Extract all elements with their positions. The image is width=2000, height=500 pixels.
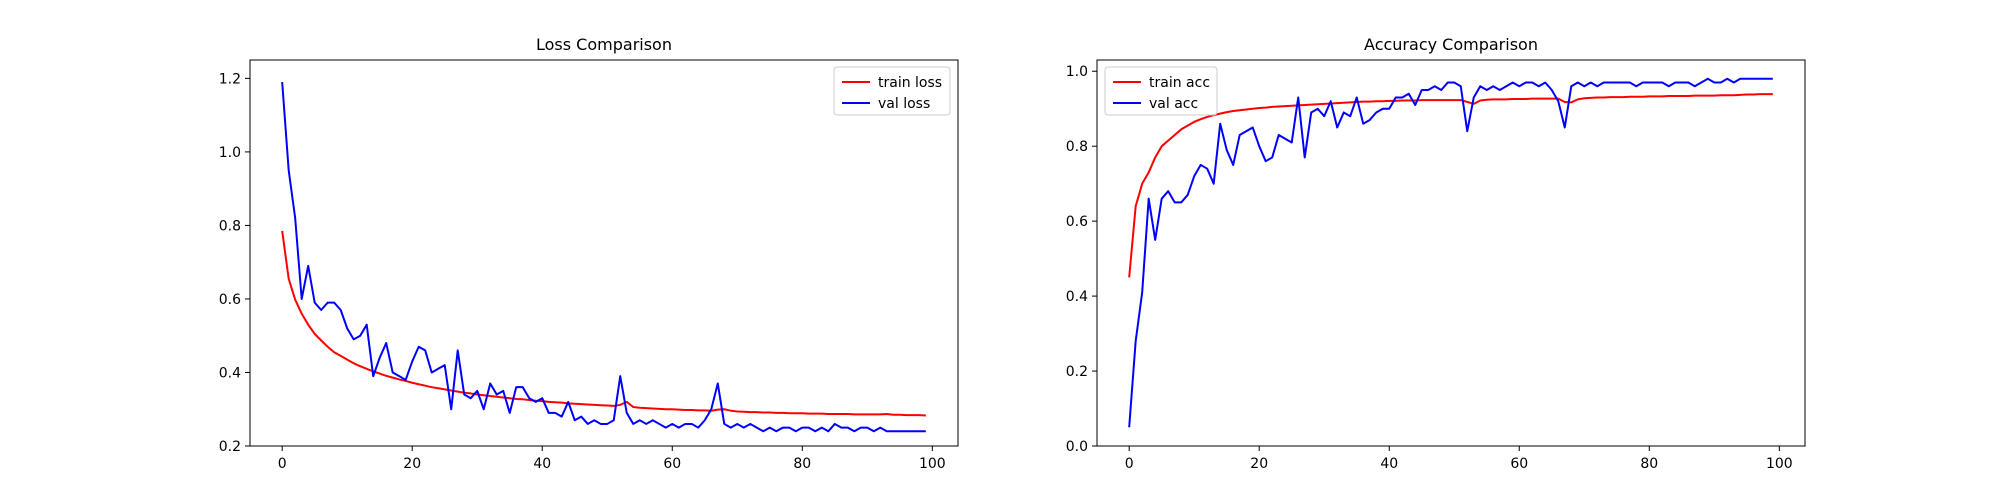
legend: train loss val loss: [833, 66, 951, 116]
chart-title: Accuracy Comparison: [1364, 35, 1538, 54]
legend-label-1: val acc: [1149, 96, 1198, 112]
x-tick-label: 80: [793, 456, 811, 472]
series-line-0: [1128, 93, 1773, 278]
x-tick-label: 0: [278, 456, 287, 472]
plot-frame: [1096, 59, 1806, 447]
y-tick-label: 1.0: [219, 145, 241, 161]
legend-label-1: val loss: [878, 96, 930, 112]
chart-0: 0 20 40 60 80 100 0.2 0.4 0.6 0.8 1.0 1.2 Loss Compa…: [219, 35, 959, 472]
legend-label-0: train loss: [878, 75, 942, 91]
series-line-0: [281, 230, 926, 417]
x-tick-label: 40: [1380, 456, 1398, 472]
x-tick-label: 60: [1510, 456, 1528, 472]
x-tick-label: 0: [1125, 456, 1134, 472]
legend: train acc val acc: [1104, 66, 1218, 116]
y-tick-label: 0.2: [219, 439, 241, 455]
x-tick-label: 80: [1640, 456, 1658, 472]
y-tick-label: 0.2: [1066, 364, 1088, 380]
y-tick-label: 0.6: [1066, 214, 1088, 230]
legend-label-0: train acc: [1149, 75, 1210, 91]
series-line-1: [1128, 77, 1773, 428]
x-tick-label: 20: [403, 456, 421, 472]
chart-1: 0 20 40 60 80 100 0.0 0.2 0.4 0.6 0.8 1.0 Accuracy C…: [1066, 35, 1806, 472]
y-tick-label: 0.4: [219, 365, 241, 381]
x-tick-label: 20: [1250, 456, 1268, 472]
plot-frame: [249, 59, 959, 447]
y-tick-label: 0.6: [219, 292, 241, 308]
x-tick-label: 40: [533, 456, 551, 472]
x-tick-label: 100: [919, 456, 946, 472]
y-tick-label: 0.8: [219, 218, 241, 234]
series-line-1: [281, 81, 926, 433]
y-tick-label: 1.2: [219, 71, 241, 87]
y-tick-label: 0.0: [1066, 439, 1088, 455]
chart-title: Loss Comparison: [536, 35, 672, 54]
x-tick-label: 60: [663, 456, 681, 472]
y-tick-label: 1.0: [1066, 64, 1088, 80]
y-tick-label: 0.8: [1066, 139, 1088, 155]
x-tick-label: 100: [1766, 456, 1793, 472]
y-tick-label: 0.4: [1066, 289, 1088, 305]
